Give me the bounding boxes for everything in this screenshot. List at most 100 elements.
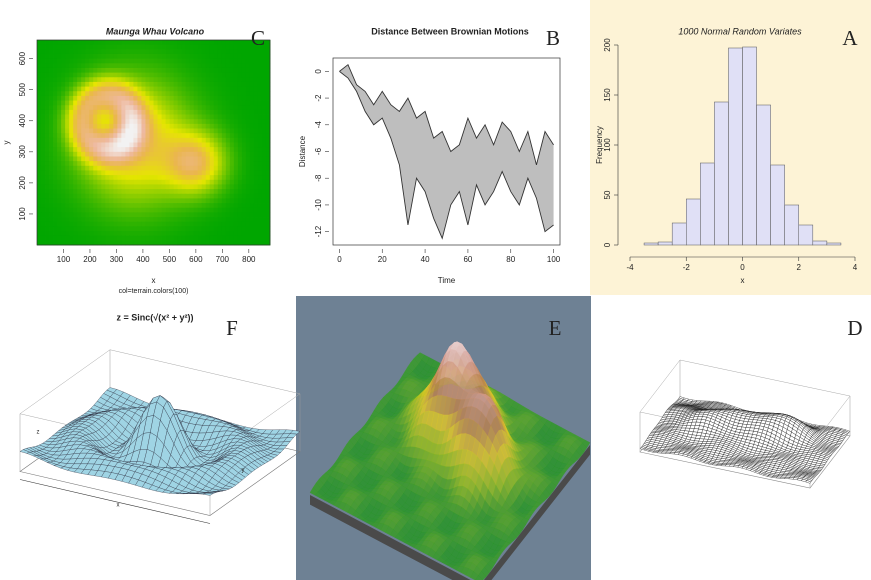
image-cell [157, 207, 162, 213]
image-cell [37, 235, 42, 241]
image-cell [165, 77, 170, 83]
image-cell [245, 193, 251, 199]
image-cell [209, 128, 215, 134]
bar [770, 164, 785, 246]
image-cell [257, 49, 263, 55]
image-cell [89, 58, 94, 64]
image-cell [65, 53, 70, 60]
image-cell [261, 179, 267, 185]
image-cell [113, 161, 118, 167]
image-cell [157, 67, 162, 74]
image-cell [61, 217, 66, 223]
image-cell [193, 72, 199, 78]
image-cell [225, 212, 231, 218]
image-cell [145, 67, 150, 74]
image-cell [137, 72, 142, 78]
image-cell [89, 221, 94, 227]
image-cell [205, 53, 211, 60]
image-cell [145, 72, 150, 78]
image-cell [53, 217, 58, 223]
image-cell [233, 109, 239, 115]
image-cell [157, 156, 162, 162]
image-cell [201, 109, 207, 115]
image-cell [149, 128, 154, 134]
image-cell [37, 207, 42, 213]
image-cell [185, 95, 191, 101]
image-cell [209, 142, 215, 148]
image-cell [125, 114, 130, 120]
image-cell [121, 100, 126, 106]
image-cell [173, 133, 179, 139]
image-cell [121, 156, 126, 162]
y-tick-label: -12 [314, 225, 323, 237]
image-cell [77, 100, 82, 106]
image-cell [185, 81, 191, 87]
image-cell [85, 119, 90, 125]
image-cell [229, 72, 235, 78]
image-cell [229, 53, 235, 60]
image-cell [213, 203, 219, 209]
image-cell [165, 128, 170, 134]
image-cell [37, 91, 42, 97]
image-cell [205, 165, 211, 171]
image-cell [97, 198, 102, 204]
image-cell [261, 170, 267, 176]
image-cell [153, 240, 158, 246]
image-cell [137, 114, 142, 120]
image-cell [265, 212, 271, 218]
image-cell [221, 63, 227, 69]
image-cell [93, 137, 98, 143]
image-cell [149, 40, 154, 46]
image-cell [173, 179, 179, 185]
image-cell [149, 231, 154, 237]
image-cell [233, 198, 239, 204]
image-cell [237, 114, 243, 120]
image-cell [129, 203, 134, 209]
image-cell [129, 53, 134, 60]
image-cell [181, 203, 187, 209]
image-cell [205, 156, 211, 162]
image-cell [233, 184, 239, 190]
image-cell [117, 193, 122, 199]
image-cell [221, 128, 227, 134]
image-cell [245, 198, 251, 204]
image-cell [165, 165, 170, 171]
image-cell [89, 142, 94, 148]
image-cell [213, 189, 219, 195]
image-cell [125, 226, 130, 232]
image-cell [117, 53, 122, 60]
image-cell [165, 142, 170, 148]
image-cell [61, 67, 66, 74]
plot-frame [36, 39, 271, 246]
image-cell [217, 44, 223, 50]
image-cell [261, 235, 267, 241]
image-cell [221, 189, 227, 195]
image-cell [229, 189, 235, 195]
image-cell [93, 142, 98, 148]
image-cell [57, 198, 62, 204]
image-cell [229, 109, 235, 115]
image-cell [121, 67, 126, 74]
image-cell [129, 77, 134, 83]
chart-title: Distance Between Brownian Motions [371, 26, 529, 36]
image-cell [253, 156, 259, 162]
image-cell [149, 175, 154, 181]
image-cell [265, 49, 271, 55]
image-cell [141, 63, 146, 69]
image-cell [237, 109, 243, 115]
x-tick-label: 0 [740, 263, 745, 272]
image-cell [237, 193, 243, 199]
image-cell [209, 226, 215, 232]
image-cell [89, 217, 94, 223]
image-cell [49, 63, 54, 69]
image-cell [257, 123, 263, 129]
image-cell [213, 240, 219, 246]
image-cell [81, 184, 86, 190]
image-cell [53, 212, 58, 218]
image-cell [53, 58, 58, 64]
image-cell [121, 86, 126, 92]
image-cell [105, 165, 110, 171]
image-cell [113, 203, 118, 209]
image-cell [253, 40, 259, 46]
image-cell [173, 105, 179, 111]
